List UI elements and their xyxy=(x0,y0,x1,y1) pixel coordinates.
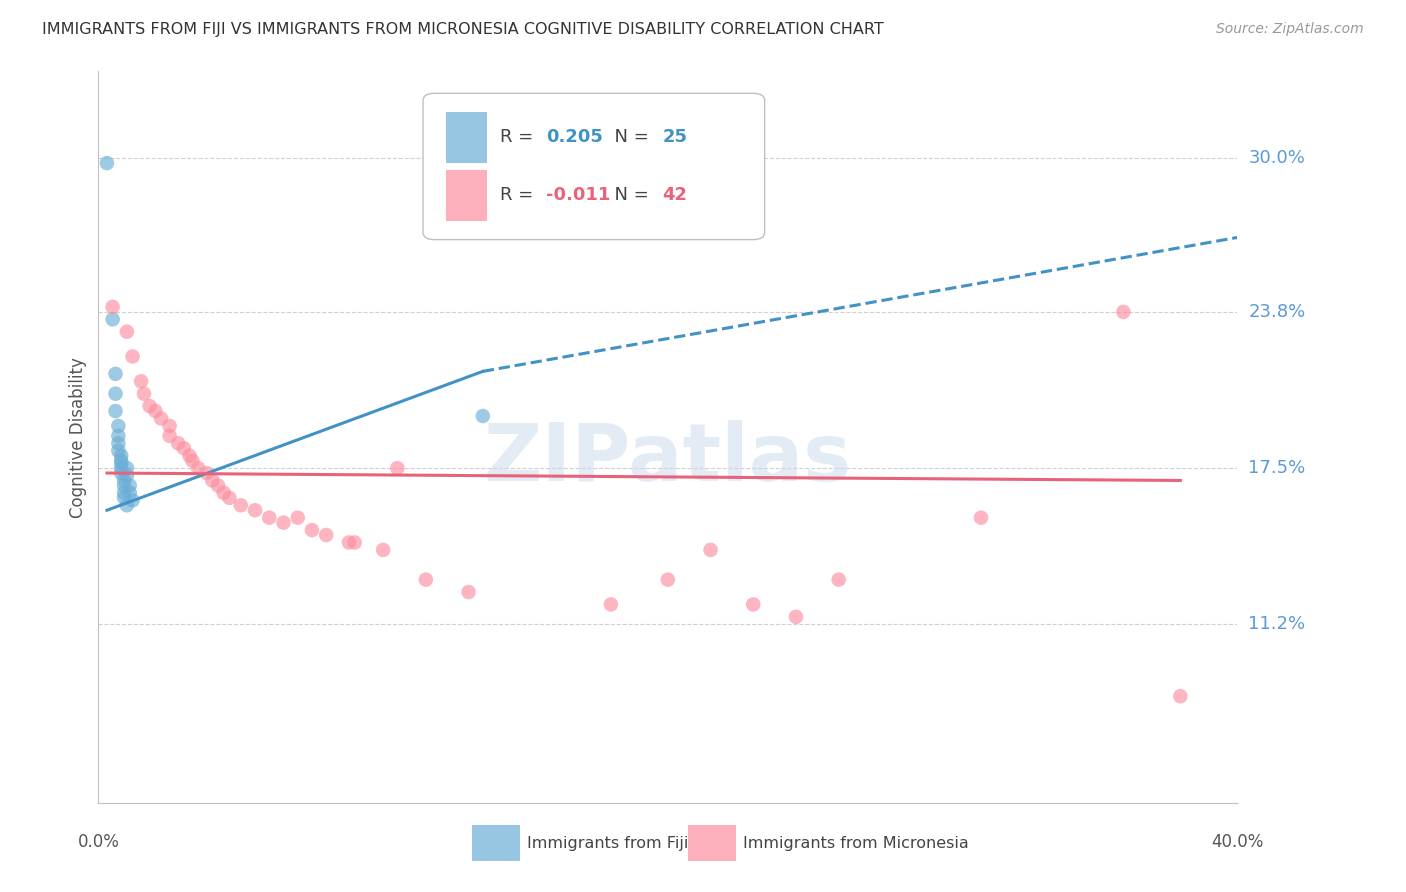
Point xyxy=(259,510,281,524)
Point xyxy=(101,300,124,314)
Point xyxy=(387,461,409,475)
Point xyxy=(115,461,138,475)
Point xyxy=(273,516,295,530)
Text: 0.0%: 0.0% xyxy=(77,833,120,851)
Point xyxy=(112,486,135,500)
Point xyxy=(121,493,143,508)
Point xyxy=(132,386,155,401)
Point xyxy=(207,478,229,492)
Text: 0.205: 0.205 xyxy=(546,128,603,146)
Point xyxy=(110,456,132,470)
Point xyxy=(107,443,129,458)
Point xyxy=(101,312,124,326)
FancyBboxPatch shape xyxy=(446,112,486,162)
Point xyxy=(107,429,129,443)
FancyBboxPatch shape xyxy=(689,825,737,861)
Text: R =: R = xyxy=(501,186,540,204)
FancyBboxPatch shape xyxy=(423,94,765,240)
Point xyxy=(785,610,807,624)
Point xyxy=(600,598,623,612)
Point xyxy=(129,374,152,388)
Point xyxy=(415,573,437,587)
FancyBboxPatch shape xyxy=(472,825,520,861)
Point xyxy=(110,453,132,467)
Text: N =: N = xyxy=(603,186,654,204)
Point xyxy=(138,399,160,413)
Text: 40.0%: 40.0% xyxy=(1211,833,1264,851)
Text: 25: 25 xyxy=(662,128,688,146)
Text: 42: 42 xyxy=(662,186,688,204)
Point xyxy=(315,528,337,542)
Point xyxy=(457,585,479,599)
Text: 23.8%: 23.8% xyxy=(1249,303,1306,321)
Point xyxy=(229,498,252,512)
Point xyxy=(115,468,138,483)
Point xyxy=(107,436,129,450)
Text: -0.011: -0.011 xyxy=(546,186,610,204)
Point xyxy=(112,474,135,488)
Point xyxy=(471,409,494,423)
Y-axis label: Cognitive Disability: Cognitive Disability xyxy=(69,357,87,517)
Point xyxy=(96,156,118,170)
Point xyxy=(179,449,201,463)
Point xyxy=(742,598,765,612)
Text: R =: R = xyxy=(501,128,540,146)
Text: 17.5%: 17.5% xyxy=(1249,459,1306,477)
Point xyxy=(104,367,127,381)
FancyBboxPatch shape xyxy=(446,170,486,220)
Point xyxy=(212,486,235,500)
Point xyxy=(699,542,721,557)
Point xyxy=(195,466,218,480)
Point xyxy=(118,486,141,500)
Point xyxy=(373,542,395,557)
Point xyxy=(107,418,129,433)
Point xyxy=(173,442,195,456)
Point xyxy=(181,453,204,467)
Text: Immigrants from Fiji: Immigrants from Fiji xyxy=(527,836,688,851)
Point xyxy=(287,510,309,524)
Point xyxy=(110,466,132,480)
Point xyxy=(110,449,132,463)
Point xyxy=(118,478,141,492)
Point xyxy=(121,350,143,364)
Text: Immigrants from Micronesia: Immigrants from Micronesia xyxy=(742,836,969,851)
Point xyxy=(828,573,851,587)
Point xyxy=(187,461,209,475)
Point xyxy=(243,503,266,517)
Text: 30.0%: 30.0% xyxy=(1249,149,1305,167)
Point xyxy=(657,573,679,587)
Point xyxy=(159,429,181,443)
Point xyxy=(337,535,360,549)
Point xyxy=(970,510,993,524)
Text: IMMIGRANTS FROM FIJI VS IMMIGRANTS FROM MICRONESIA COGNITIVE DISABILITY CORRELAT: IMMIGRANTS FROM FIJI VS IMMIGRANTS FROM … xyxy=(42,22,884,37)
Point xyxy=(218,491,240,505)
Point xyxy=(150,411,173,425)
Point xyxy=(110,461,132,475)
Point xyxy=(112,491,135,505)
Point xyxy=(343,535,366,549)
Text: N =: N = xyxy=(603,128,654,146)
Point xyxy=(159,418,181,433)
Point xyxy=(201,474,224,488)
Point xyxy=(301,523,323,537)
Point xyxy=(115,498,138,512)
Point xyxy=(145,404,167,418)
Text: Source: ZipAtlas.com: Source: ZipAtlas.com xyxy=(1216,22,1364,37)
Point xyxy=(1170,689,1192,703)
Point xyxy=(167,436,190,450)
Point xyxy=(104,404,127,418)
Point xyxy=(112,478,135,492)
Point xyxy=(104,386,127,401)
Text: 11.2%: 11.2% xyxy=(1249,615,1306,633)
Text: ZIPatlas: ZIPatlas xyxy=(484,420,852,498)
Point xyxy=(1112,305,1135,319)
Point xyxy=(115,325,138,339)
